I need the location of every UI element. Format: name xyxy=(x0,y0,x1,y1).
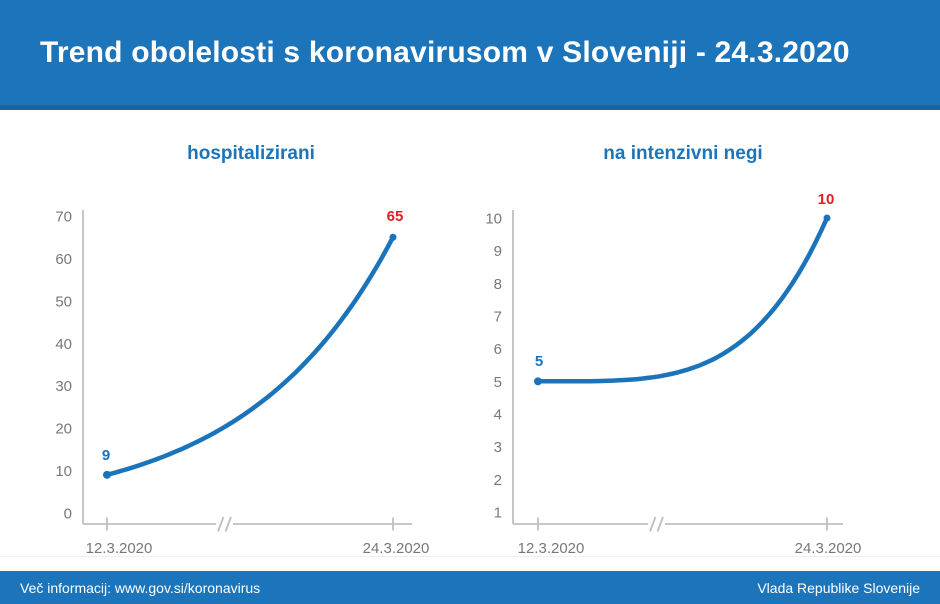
footer-band: Več informacij: www.gov.si/koronavirus V… xyxy=(0,571,940,604)
data-label-start: 9 xyxy=(102,447,110,464)
y-tick-label: 5 xyxy=(494,374,502,391)
x-tick-label-end: 24.3.2020 xyxy=(795,540,862,557)
data-point-start xyxy=(103,470,111,479)
chart-title-hospitalized: hospitalizirani xyxy=(187,143,315,164)
y-tick-label: 10 xyxy=(485,211,502,228)
trend-line xyxy=(104,234,396,478)
y-tick-label: 1 xyxy=(494,505,502,522)
data-point-end xyxy=(389,233,397,241)
y-tick-label: 60 xyxy=(55,251,72,268)
data-point-end xyxy=(823,214,831,222)
y-tick-label: 50 xyxy=(55,293,72,310)
data-label-end: 65 xyxy=(387,208,404,225)
axis-break-icon xyxy=(217,516,225,532)
x-tick-label-start: 12.3.2020 xyxy=(86,540,153,557)
y-tick-label: 3 xyxy=(494,439,502,456)
axis-break-icon xyxy=(656,516,664,532)
y-tick-label: 8 xyxy=(494,276,502,293)
chart-intensive-care: na intenzivni negi 1 2 3 4 5 6 7 8 9 10 12.3.2020… xyxy=(485,143,861,557)
chart-title-intensive-care: na intenzivni negi xyxy=(603,143,762,164)
data-label-start: 5 xyxy=(535,353,543,370)
y-tick-label: 40 xyxy=(55,336,72,353)
y-tick-label: 6 xyxy=(494,341,502,358)
chart-intensive-care-plot-area: 1 2 3 4 5 6 7 8 9 10 xyxy=(485,210,843,532)
y-tick-label: 0 xyxy=(64,506,72,523)
y-tick-label: 4 xyxy=(494,407,502,424)
y-tick-label: 10 xyxy=(55,463,72,480)
data-label-end: 10 xyxy=(818,191,835,208)
footer-org-name: Vlada Republike Slovenije xyxy=(757,579,920,596)
y-tick-label: 20 xyxy=(55,421,72,438)
chart-hospitalized: hospitalizirani 0 10 20 30 40 50 60 70 12.3.202… xyxy=(55,143,429,557)
y-tick-label: 7 xyxy=(494,309,502,326)
x-tick-label-start: 12.3.2020 xyxy=(518,540,585,557)
header-band: Trend obolelosti s koronavirusom v Slove… xyxy=(0,0,940,110)
axis-break-icon xyxy=(224,516,232,532)
data-point-start xyxy=(534,377,542,386)
axis-break-icon xyxy=(649,516,657,532)
y-tick-label: 9 xyxy=(494,243,502,260)
trend-line xyxy=(535,215,830,384)
footer-info-url: Več informacij: www.gov.si/koronavirus xyxy=(20,579,261,596)
y-tick-label: 70 xyxy=(55,209,72,226)
footer-divider-line xyxy=(0,556,940,557)
page-title: Trend obolelosti s koronavirusom v Slove… xyxy=(40,35,850,69)
y-tick-label: 30 xyxy=(55,378,72,395)
x-tick-label-end: 24.3.2020 xyxy=(363,540,430,557)
chart-hospitalized-plot-area: 0 10 20 30 40 50 60 70 xyxy=(55,209,412,532)
y-tick-label: 2 xyxy=(494,472,502,489)
